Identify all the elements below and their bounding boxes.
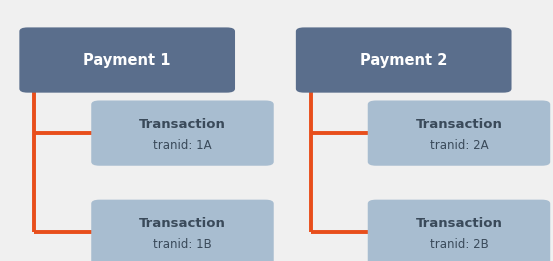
Text: tranid: 1B: tranid: 1B (153, 238, 212, 251)
FancyBboxPatch shape (368, 100, 550, 166)
Text: Transaction: Transaction (415, 118, 503, 131)
Text: Payment 2: Payment 2 (360, 52, 447, 68)
FancyBboxPatch shape (91, 200, 274, 261)
Text: tranid: 2B: tranid: 2B (430, 238, 488, 251)
FancyBboxPatch shape (296, 27, 512, 93)
Text: Payment 1: Payment 1 (84, 52, 171, 68)
Text: tranid: 2A: tranid: 2A (430, 139, 488, 152)
FancyBboxPatch shape (19, 27, 235, 93)
Text: tranid: 1A: tranid: 1A (153, 139, 212, 152)
Text: Transaction: Transaction (415, 217, 503, 230)
FancyBboxPatch shape (368, 200, 550, 261)
FancyBboxPatch shape (91, 100, 274, 166)
Text: Transaction: Transaction (139, 118, 226, 131)
Text: Transaction: Transaction (139, 217, 226, 230)
